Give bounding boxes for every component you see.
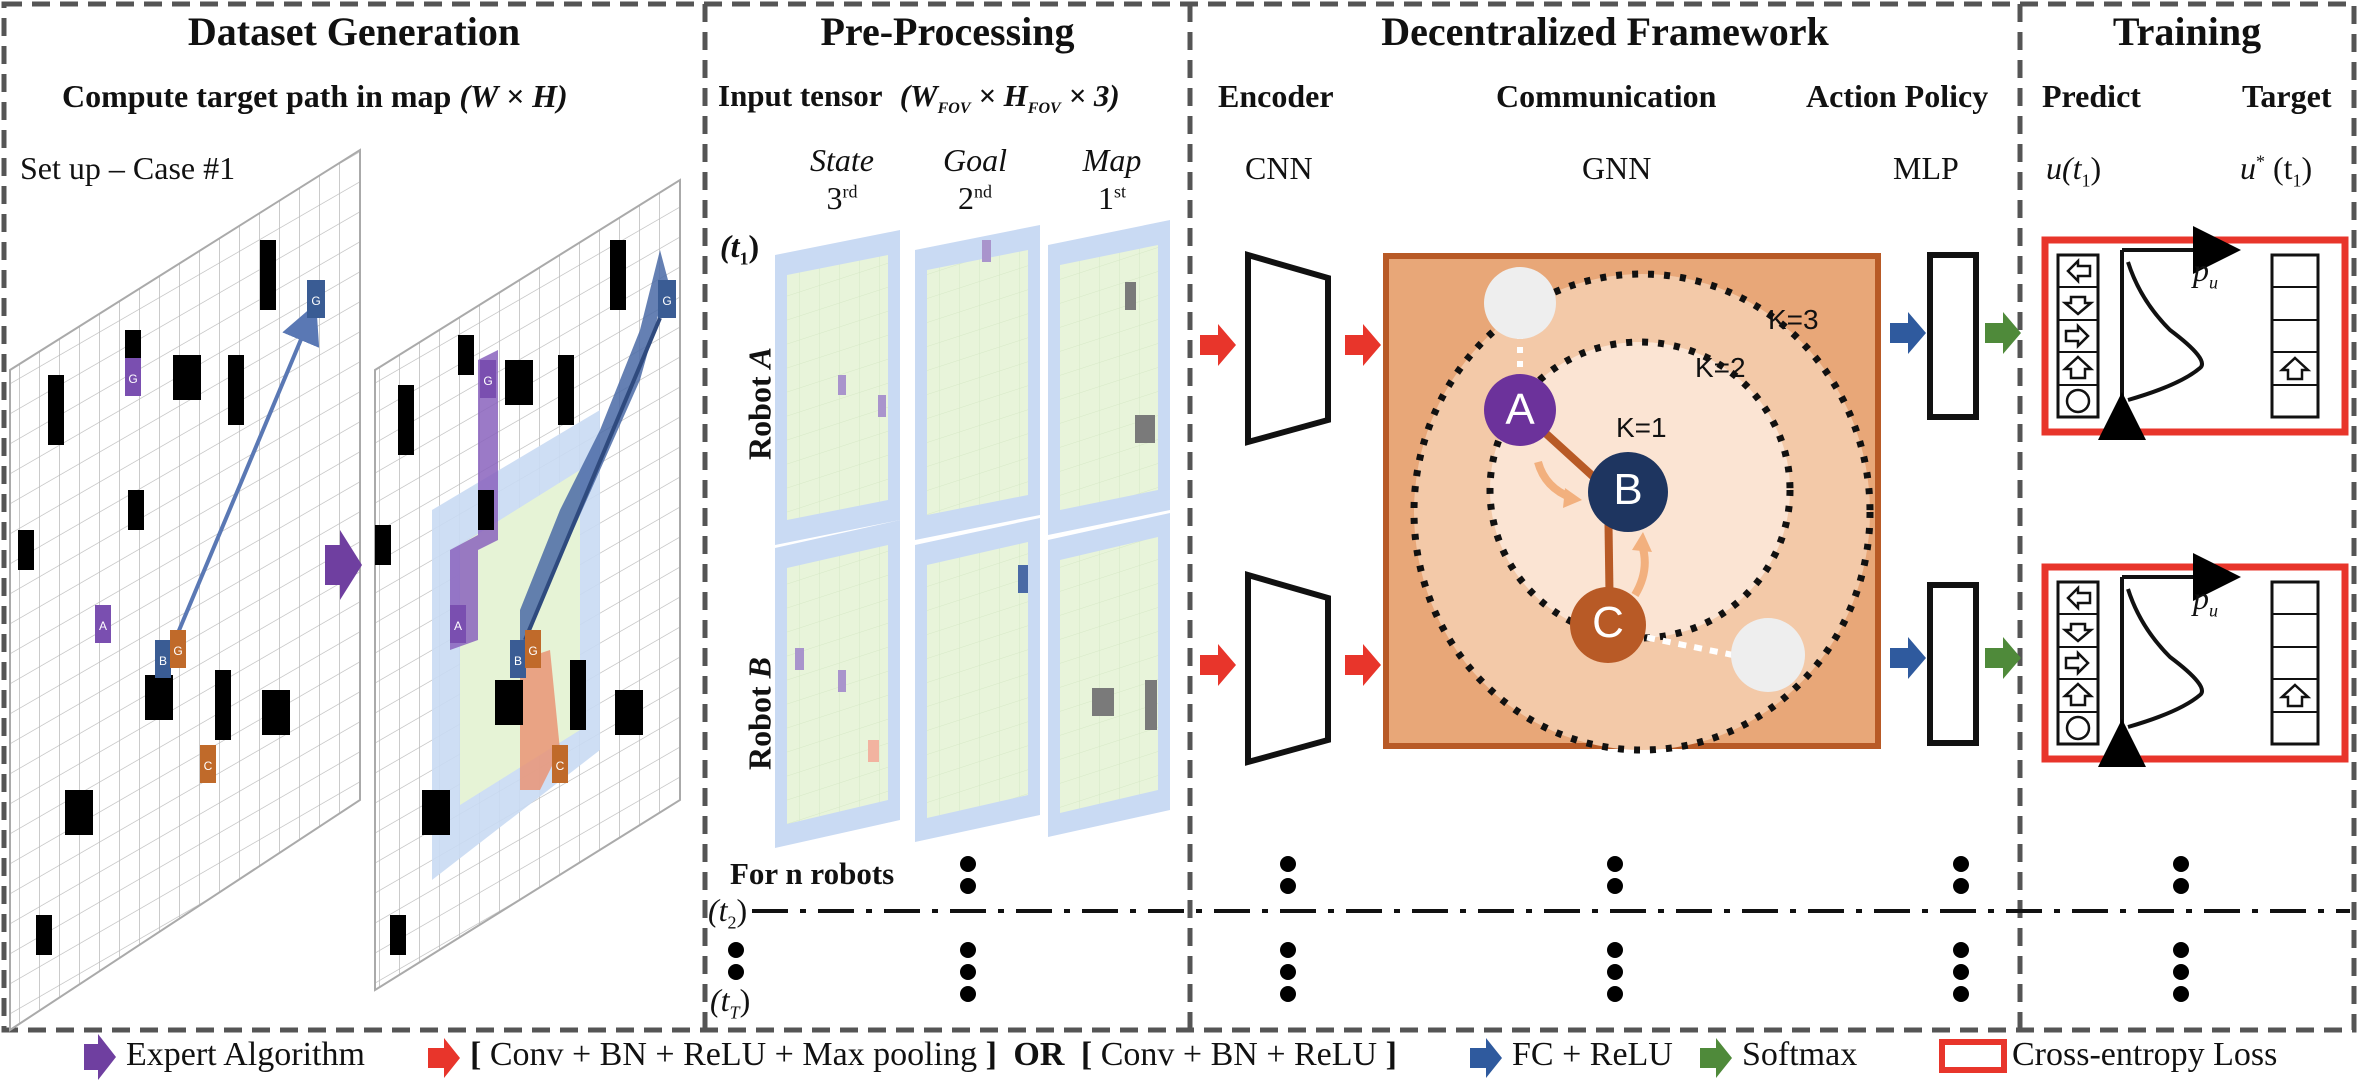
fc-arrows xyxy=(1890,312,2021,679)
encoders xyxy=(1245,251,1331,766)
hop-k2: K=2 xyxy=(1695,352,1746,383)
dataset-subtitle: Compute target path in map (W × H) xyxy=(62,78,568,114)
legend-fc-relu: FC + ReLU xyxy=(1512,1036,1673,1073)
hop-k1: K=1 xyxy=(1616,412,1667,443)
fov-tiles xyxy=(775,220,1170,848)
svg-text:A: A xyxy=(99,619,107,633)
svg-text:G: G xyxy=(662,294,671,308)
expert-arrow-mid xyxy=(325,530,362,600)
channel-state-order: 3rd xyxy=(826,180,858,216)
svg-text:G: G xyxy=(483,374,492,388)
predict-math: u(t1) xyxy=(2046,150,2102,191)
svg-text:B: B xyxy=(159,654,167,668)
legend-softmax: Softmax xyxy=(1742,1036,1858,1073)
robot-b-label: Robot B xyxy=(741,657,778,770)
node-b: B xyxy=(1613,465,1643,514)
svg-text:G: G xyxy=(528,644,537,658)
header-pre-processing: Pre-Processing xyxy=(820,9,1075,54)
channel-map-order: 1st xyxy=(1097,180,1126,216)
robot-a-label: Robot A xyxy=(741,347,778,460)
map-right: AG BG GC xyxy=(374,178,681,992)
channel-goal-order: 2nd xyxy=(958,180,992,216)
header-decentralized-framework: Decentralized Framework xyxy=(1381,9,1829,54)
svg-text:B: B xyxy=(514,654,522,668)
mlp-boxes xyxy=(1927,252,1979,746)
training-boxes xyxy=(2041,226,2349,767)
map-left: AG BG GC xyxy=(9,148,361,1032)
communication-label: Communication xyxy=(1496,78,1717,114)
pu-label-bottom: pu xyxy=(2193,580,2218,621)
encoder-label: Encoder xyxy=(1218,78,1334,114)
for-n-robots-label: For n robots xyxy=(730,856,895,891)
svg-text:C: C xyxy=(204,759,213,773)
legend-conv: [ Conv + BN + ReLU + Max pooling ] OR [ … xyxy=(470,1036,1397,1073)
setup-case-label: Set up – Case #1 xyxy=(20,150,236,186)
svg-text:A: A xyxy=(454,619,462,633)
encoder-cnn-label: CNN xyxy=(1245,150,1313,186)
svg-text:G: G xyxy=(173,644,182,658)
legend-expert-algorithm: Expert Algorithm xyxy=(126,1036,365,1073)
svg-text:G: G xyxy=(128,372,137,386)
action-mlp-label: MLP xyxy=(1893,150,1959,186)
section-frames xyxy=(1,1,2357,1033)
communication-gnn-label: GNN xyxy=(1582,150,1652,186)
node-c: C xyxy=(1592,598,1624,647)
time-tT: (tT) xyxy=(710,982,751,1023)
pu-label-top: pu xyxy=(2193,252,2218,293)
node-a: A xyxy=(1505,385,1535,434)
legend-swatches xyxy=(84,1034,2007,1080)
red-arrows xyxy=(1200,324,1381,686)
svg-text:C: C xyxy=(556,759,565,773)
action-policy-label: Action Policy xyxy=(1806,78,1989,114)
time-t1: (t1) xyxy=(720,228,760,269)
channel-goal: Goal xyxy=(943,142,1007,178)
predict-label: Predict xyxy=(2042,78,2141,114)
header-dataset-generation: Dataset Generation xyxy=(187,9,521,54)
channel-state: State xyxy=(810,142,874,178)
svg-text:G: G xyxy=(311,294,320,308)
hop-k3: K=3 xyxy=(1768,304,1819,335)
legend-cross-entropy: Cross-entropy Loss xyxy=(2012,1036,2278,1073)
input-tensor-label: Input tensor (WFOV × HFOV × 3) xyxy=(718,78,1120,118)
target-math: u* (t1) xyxy=(2240,150,2313,191)
header-training: Training xyxy=(2112,9,2262,54)
gnn-panel xyxy=(1383,253,1881,754)
time-t2: (t2) xyxy=(708,892,748,933)
target-label: Target xyxy=(2242,78,2332,114)
channel-map: Map xyxy=(1082,142,1142,178)
